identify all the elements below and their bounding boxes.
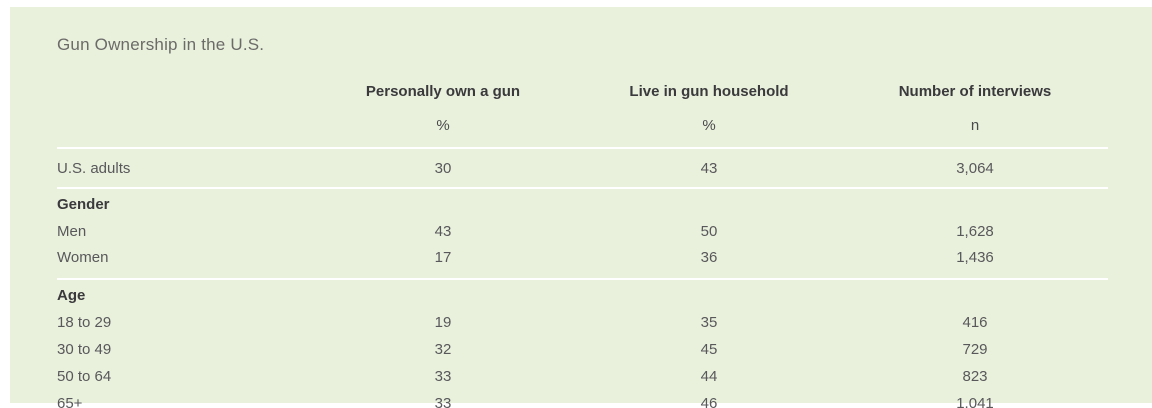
gun-ownership-panel: Gun Ownership in the U.S. Personally own… <box>10 7 1152 408</box>
row-value-household: 36 <box>700 248 718 266</box>
row-value-household: 46 <box>700 395 718 408</box>
row-value-household: 44 <box>700 368 718 385</box>
divider <box>57 187 1108 189</box>
row-value-n: 1,628 <box>956 222 994 240</box>
row-value-n: 823 <box>962 368 988 385</box>
row-label: 30 to 49 <box>57 341 112 358</box>
section-title: Age <box>57 287 86 304</box>
row-value-n: 1,436 <box>956 248 994 266</box>
section-title: Gender <box>57 196 110 213</box>
column-header-household: Live in gun household <box>629 82 789 100</box>
unit-household-percent: % <box>702 116 716 134</box>
table-row-men: Men 43 50 1,628 <box>57 218 1108 244</box>
column-header-interviews: Number of interviews <box>898 82 1052 100</box>
table-row-us-adults: U.S. adults 30 43 3,064 <box>57 149 1108 187</box>
row-label: Men <box>57 222 87 240</box>
row-value-household: 43 <box>700 159 718 177</box>
unit-subheader-row: % % n <box>57 116 1108 134</box>
row-label: 50 to 64 <box>57 368 112 385</box>
row-label: 65+ <box>57 395 83 408</box>
table-title: Gun Ownership in the U.S. <box>57 35 265 54</box>
divider <box>57 278 1108 280</box>
table-row-30-49: 30 to 49 32 45 729 <box>57 336 1108 363</box>
row-value-own: 32 <box>434 341 452 358</box>
row-value-own: 33 <box>434 395 452 408</box>
row-label: U.S. adults <box>57 159 131 177</box>
unit-interviews-n: n <box>970 116 980 134</box>
row-label: Women <box>57 248 109 266</box>
row-value-n: 729 <box>962 341 988 358</box>
section-header-row: Age <box>57 282 1108 309</box>
row-value-own: 43 <box>434 222 452 240</box>
row-value-n: 416 <box>962 314 988 331</box>
table-row-65-plus: 65+ 33 46 1,041 <box>57 390 1108 408</box>
section-gender: Gender Men 43 50 1,628 Women 17 36 1,436 <box>57 189 1108 278</box>
unit-own-percent: % <box>436 116 450 134</box>
row-value-household: 35 <box>700 314 718 331</box>
row-value-n: 3,064 <box>956 159 994 177</box>
row-value-n: 1,041 <box>956 395 994 408</box>
column-header-own: Personally own a gun <box>365 82 521 100</box>
row-value-household: 50 <box>700 222 718 240</box>
table-row-women: Women 17 36 1,436 <box>57 244 1108 270</box>
column-header-row: Personally own a gun Live in gun househo… <box>57 82 1108 100</box>
section-header-row: Gender <box>57 191 1108 218</box>
table-row-50-64: 50 to 64 33 44 823 <box>57 363 1108 390</box>
row-value-own: 30 <box>434 159 452 177</box>
section-age: Age 18 to 29 19 35 416 30 to 49 32 45 72… <box>57 280 1108 408</box>
row-value-household: 45 <box>700 341 718 358</box>
row-value-own: 17 <box>434 248 452 266</box>
divider <box>57 147 1108 149</box>
row-value-own: 19 <box>434 314 452 331</box>
table-row-18-29: 18 to 29 19 35 416 <box>57 309 1108 336</box>
row-label: 18 to 29 <box>57 314 112 331</box>
row-value-own: 33 <box>434 368 452 385</box>
